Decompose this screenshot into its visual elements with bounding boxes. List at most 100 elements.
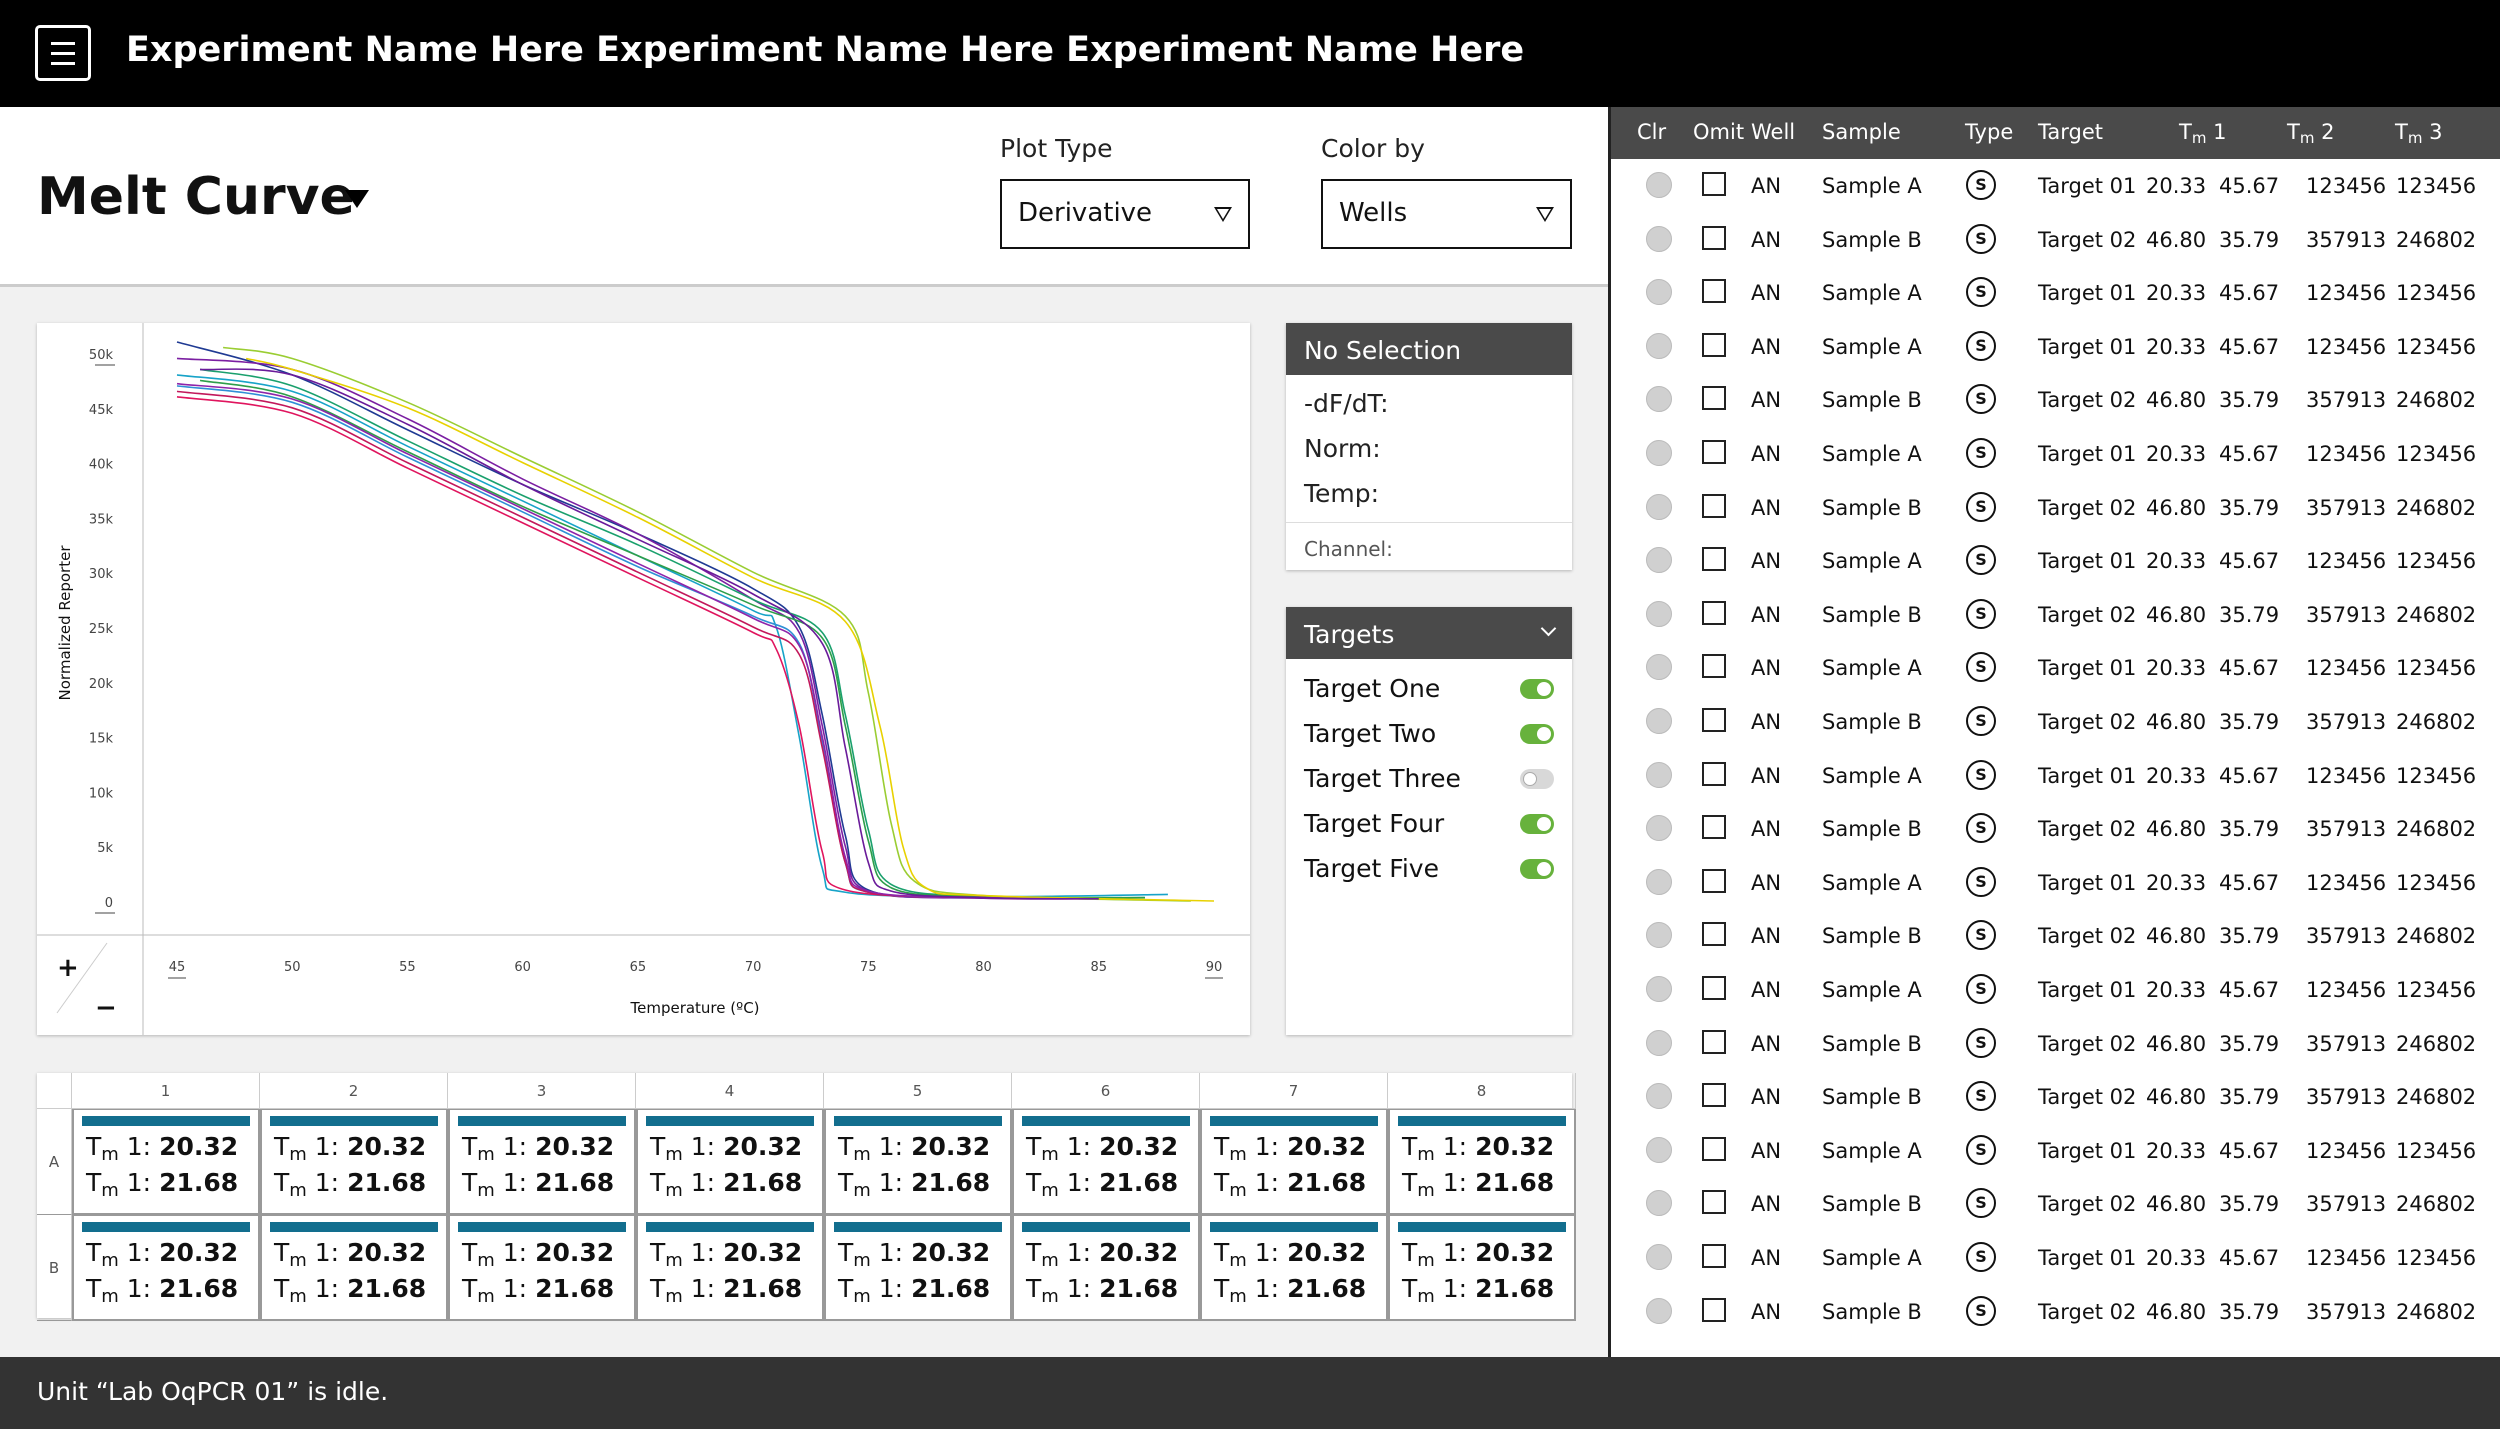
omit-checkbox[interactable] <box>1702 1297 1726 1322</box>
plate-well[interactable]: Tm 1: 20.32 Tm 1: 21.68 <box>1388 1215 1576 1321</box>
plate-row-header[interactable]: A <box>37 1109 72 1215</box>
target-toggle[interactable] <box>1520 814 1554 834</box>
plate-well[interactable]: Tm 1: 20.32 Tm 1: 21.68 <box>1388 1109 1576 1215</box>
omit-checkbox[interactable] <box>1702 1244 1726 1268</box>
color-swatch[interactable] <box>1646 1297 1672 1324</box>
plate-well[interactable]: Tm 1: 20.32 Tm 1: 21.68 <box>260 1215 448 1321</box>
plate-column-header[interactable]: 2 <box>260 1073 448 1109</box>
omit-checkbox[interactable] <box>1702 547 1726 572</box>
color-swatch[interactable] <box>1646 547 1672 574</box>
table-row[interactable]: AN Sample A Target 01 20.33 45.67 123456 12345… <box>1611 159 2500 212</box>
table-row[interactable]: AN Sample B Target 02 46.80 35.79 357913 24680… <box>1611 909 2500 962</box>
target-toggle[interactable] <box>1520 679 1554 699</box>
table-row[interactable]: AN Sample B Target 02 46.80 35.79 357913 24680… <box>1611 481 2500 534</box>
table-row[interactable]: AN Sample A Target 01 20.33 45.67 123456 12345… <box>1611 320 2500 373</box>
table-row[interactable]: AN Sample A Target 01 20.33 45.67 123456 12345… <box>1611 749 2500 802</box>
table-row[interactable]: AN Sample A Target 01 20.33 45.67 123456 12345… <box>1611 1124 2500 1177</box>
omit-checkbox[interactable] <box>1702 225 1726 250</box>
omit-checkbox[interactable] <box>1702 761 1726 786</box>
plate-row-header[interactable]: B <box>37 1215 72 1321</box>
col-header-tm1[interactable]: Tm 1 <box>2179 120 2227 147</box>
plate-column-header[interactable]: 5 <box>824 1073 1012 1109</box>
omit-checkbox[interactable] <box>1702 868 1726 893</box>
col-header-omit[interactable]: Omit <box>1693 120 1745 144</box>
chevron-down-icon[interactable] <box>1540 620 1557 637</box>
table-row[interactable]: AN Sample B Target 02 46.80 35.79 357913 24680… <box>1611 1017 2500 1070</box>
plate-well[interactable]: Tm 1: 20.32 Tm 1: 21.68 <box>1012 1215 1200 1321</box>
omit-checkbox[interactable] <box>1702 279 1726 304</box>
plate-well[interactable]: Tm 1: 20.32 Tm 1: 21.68 <box>72 1109 260 1215</box>
col-header-type[interactable]: Type <box>1965 120 2014 144</box>
color-swatch[interactable] <box>1646 708 1672 734</box>
omit-checkbox[interactable] <box>1702 654 1726 679</box>
table-row[interactable]: AN Sample B Target 02 46.80 35.79 357913 24680… <box>1611 1285 2500 1338</box>
omit-checkbox[interactable] <box>1702 332 1726 357</box>
color-swatch[interactable] <box>1646 1083 1672 1110</box>
color-swatch[interactable] <box>1646 815 1672 842</box>
omit-checkbox[interactable] <box>1702 1083 1726 1108</box>
plate-well[interactable]: Tm 1: 20.32 Tm 1: 21.68 <box>72 1215 260 1321</box>
target-toggle[interactable] <box>1520 769 1554 789</box>
omit-checkbox[interactable] <box>1702 1029 1726 1054</box>
col-header-sample[interactable]: Sample <box>1822 120 1901 144</box>
color-swatch[interactable] <box>1646 172 1672 198</box>
plate-well[interactable]: Tm 1: 20.32 Tm 1: 21.68 <box>636 1215 824 1321</box>
target-toggle[interactable] <box>1520 724 1554 744</box>
melt-curve-chart[interactable]: 0 5k 10k 15k 20k 25k 30k 35k 40k 45k 50k 45 50 55 60 65… <box>37 323 1250 1035</box>
table-row[interactable]: AN Sample B Target 02 46.80 35.79 357913 24680… <box>1611 1070 2500 1123</box>
view-title[interactable]: Melt Curve <box>37 167 355 227</box>
color-swatch[interactable] <box>1646 1029 1672 1056</box>
target-item[interactable]: Target Two <box>1286 711 1572 756</box>
table-row[interactable]: AN Sample A Target 01 20.33 45.67 123456 12345… <box>1611 856 2500 909</box>
col-header-tm3[interactable]: Tm 3 <box>2395 120 2443 147</box>
plate-well[interactable]: Tm 1: 20.32 Tm 1: 21.68 <box>636 1109 824 1215</box>
color-swatch[interactable] <box>1646 386 1672 413</box>
table-row[interactable]: AN Sample A Target 01 20.33 45.67 123456 12345… <box>1611 266 2500 319</box>
omit-checkbox[interactable] <box>1702 386 1726 411</box>
color-swatch[interactable] <box>1646 1244 1672 1270</box>
caret-down-icon[interactable] <box>345 190 369 208</box>
plate-well[interactable]: Tm 1: 20.32 Tm 1: 21.68 <box>448 1109 636 1215</box>
plate-well[interactable]: Tm 1: 20.32 Tm 1: 21.68 <box>1200 1215 1388 1321</box>
plate-well[interactable]: Tm 1: 20.32 Tm 1: 21.68 <box>1012 1109 1200 1215</box>
table-row[interactable]: AN Sample B Target 02 46.80 35.79 357913 24680… <box>1611 588 2500 641</box>
plate-column-header[interactable]: 4 <box>636 1073 824 1109</box>
color-swatch[interactable] <box>1646 332 1672 359</box>
table-row[interactable]: AN Sample B Target 02 46.80 35.79 357913 24680… <box>1611 1177 2500 1230</box>
omit-checkbox[interactable] <box>1702 815 1726 840</box>
omit-checkbox[interactable] <box>1702 976 1726 1000</box>
omit-checkbox[interactable] <box>1702 493 1726 518</box>
omit-checkbox[interactable] <box>1702 440 1726 464</box>
plate-well[interactable]: Tm 1: 20.32 Tm 1: 21.68 <box>448 1215 636 1321</box>
color-swatch[interactable] <box>1646 1136 1672 1163</box>
target-item[interactable]: Target Four <box>1286 801 1572 846</box>
col-header-well[interactable]: Well <box>1751 120 1796 144</box>
col-header-tm2[interactable]: Tm 2 <box>2287 120 2335 147</box>
omit-checkbox[interactable] <box>1702 1190 1726 1215</box>
color-swatch[interactable] <box>1646 922 1672 949</box>
color-swatch[interactable] <box>1646 976 1672 1002</box>
table-row[interactable]: AN Sample A Target 01 20.33 45.67 123456 12345… <box>1611 641 2500 694</box>
color-by-dropdown[interactable]: Wells <box>1321 179 1572 249</box>
table-row[interactable]: AN Sample B Target 02 46.80 35.79 357913 24680… <box>1611 213 2500 266</box>
target-item[interactable]: Target Five <box>1286 846 1572 891</box>
omit-checkbox[interactable] <box>1702 1136 1726 1161</box>
target-item[interactable]: Target One <box>1286 666 1572 711</box>
plate-column-header[interactable]: 6 <box>1012 1073 1200 1109</box>
color-swatch[interactable] <box>1646 868 1672 895</box>
omit-checkbox[interactable] <box>1702 922 1726 947</box>
table-row[interactable]: AN Sample A Target 01 20.33 45.67 123456 12345… <box>1611 427 2500 480</box>
plate-well[interactable]: Tm 1: 20.32 Tm 1: 21.68 <box>824 1109 1012 1215</box>
table-row[interactable]: AN Sample A Target 01 20.33 45.67 123456 12345… <box>1611 963 2500 1016</box>
table-row[interactable]: AN Sample B Target 02 46.80 35.79 357913 24680… <box>1611 802 2500 855</box>
zoom-in-button[interactable]: + <box>57 953 79 983</box>
color-swatch[interactable] <box>1646 493 1672 520</box>
zoom-out-button[interactable]: − <box>95 993 117 1023</box>
plot-type-dropdown[interactable]: Derivative <box>1000 179 1250 249</box>
targets-header[interactable]: Targets <box>1286 607 1572 659</box>
col-header-clr[interactable]: Clr <box>1637 120 1667 144</box>
plate-well[interactable]: Tm 1: 20.32 Tm 1: 21.68 <box>824 1215 1012 1321</box>
omit-checkbox[interactable] <box>1702 600 1726 625</box>
color-swatch[interactable] <box>1646 225 1672 252</box>
color-swatch[interactable] <box>1646 761 1672 788</box>
